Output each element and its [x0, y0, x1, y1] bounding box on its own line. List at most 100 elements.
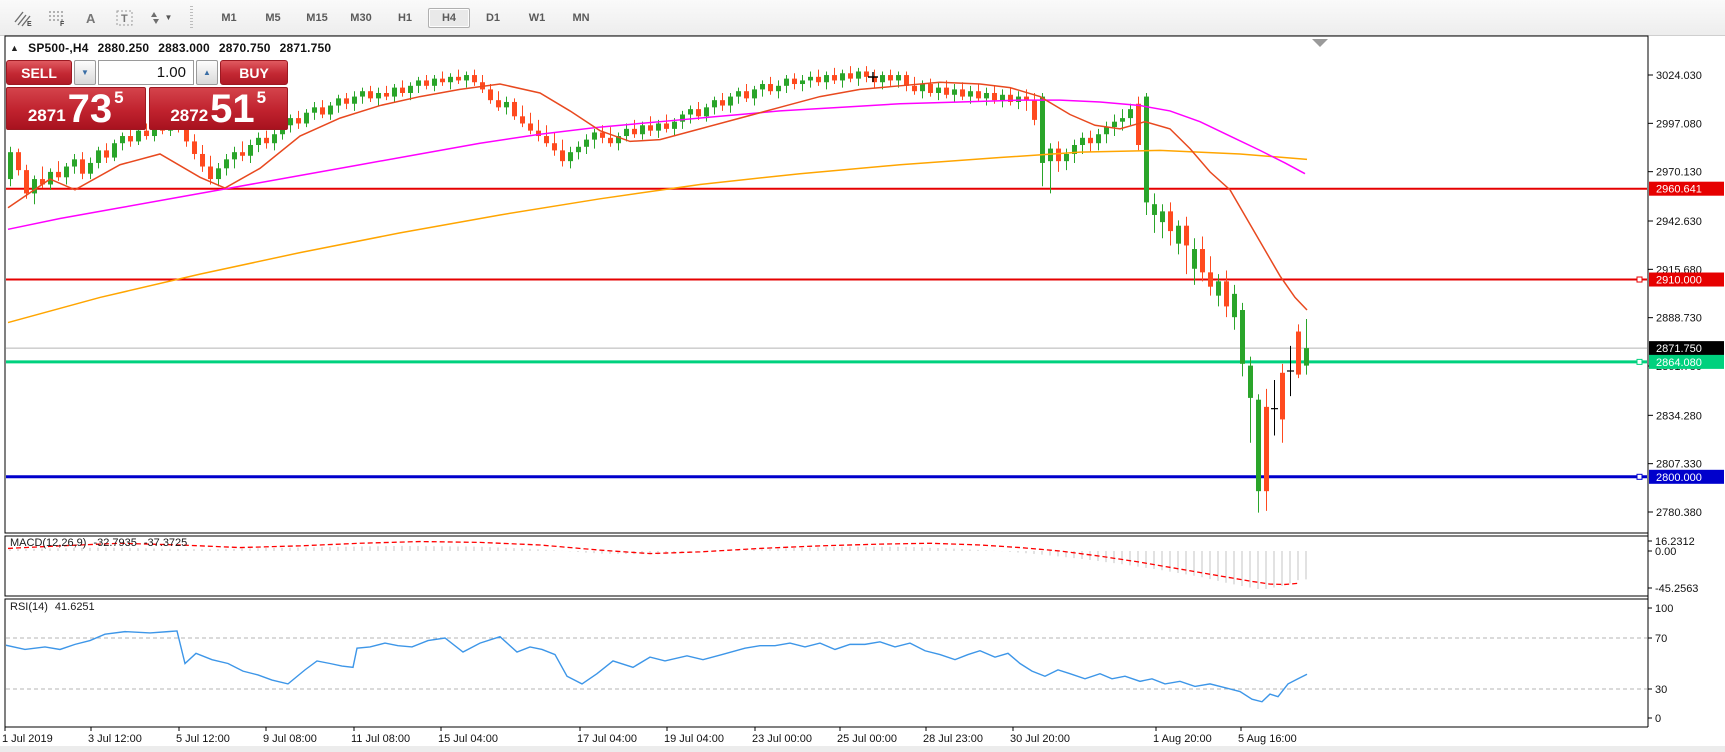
sell-button[interactable]: SELL [6, 60, 72, 85]
time-tick-label: 25 Jul 00:00 [837, 733, 897, 745]
toolbar: E F A T ▼ M1 M5 M15 [0, 0, 1725, 36]
time-tick-label: 9 Jul 08:00 [263, 733, 317, 745]
text-box-icon[interactable]: T [110, 4, 140, 32]
price-label-box [1649, 181, 1724, 196]
ohlc-open: 2880.250 [97, 41, 150, 55]
rsi-panel[interactable] [4, 598, 1649, 728]
macd-tick-label: -45.2563 [1655, 583, 1698, 595]
time-tick-label: 1 Aug 20:00 [1153, 733, 1212, 745]
price-tick-label: 2834.280 [1656, 410, 1702, 422]
rsi-line [6, 630, 1308, 703]
rsi-tick-label: 0 [1655, 713, 1661, 725]
price-tick-label: 2780.380 [1656, 507, 1702, 519]
timeframe-button-group: M1 M5 M15 M30 H1 H4 D1 W1 MN [207, 7, 603, 28]
macd-panel[interactable] [4, 535, 1649, 597]
macd-layer [7, 540, 1307, 589]
volume-decrease-button[interactable]: ▼ [74, 60, 96, 85]
ma-fast-line [7, 81, 1308, 311]
collapse-triangle-icon[interactable]: ▲ [10, 43, 20, 53]
rsi-tick-label: 70 [1655, 633, 1667, 645]
candlestick-layer [6, 66, 1647, 513]
price-label-text: 2864.080 [1656, 357, 1702, 369]
chart-ohlc-header: ▲ SP500-,H4 2880.250 2883.000 2870.750 2… [10, 41, 331, 55]
price-label-text: 2800.000 [1656, 472, 1702, 484]
svg-text:E: E [27, 21, 32, 27]
timeframe-button-m5[interactable]: M5 [265, 11, 281, 24]
sell-price-quote[interactable]: 2871 73 5 [6, 87, 146, 130]
price-label-text: 2871.750 [1656, 343, 1702, 355]
time-tick-label: 3 Jul 12:00 [88, 733, 142, 745]
price-tick-label: 2970.130 [1656, 167, 1702, 179]
arrows-icon[interactable]: ▼ [144, 4, 174, 32]
timeframe-button-h4[interactable]: H4 [428, 7, 470, 28]
price-tick-label: 2807.330 [1656, 459, 1702, 471]
svg-text:F: F [60, 21, 65, 27]
macd-tick-label: 16.2312 [1655, 536, 1695, 548]
time-tick-label: 28 Jul 23:00 [923, 733, 983, 745]
price-axis-area[interactable] [1648, 36, 1725, 752]
timeframe-button-h1[interactable]: H1 [397, 11, 413, 24]
timeframe-button-m1[interactable]: M1 [221, 11, 237, 24]
svg-text:T: T [121, 13, 128, 25]
chart-shift-marker[interactable] [1312, 39, 1328, 47]
time-tick-label: 30 Jul 20:00 [1010, 733, 1070, 745]
svg-text:A: A [86, 11, 96, 26]
macd-label: MACD(12,26,9) -32.7935 -37.3725 [10, 537, 188, 549]
ma-slow-line [7, 149, 1308, 324]
text-label-icon[interactable]: A [76, 4, 106, 32]
price-label-box [1649, 341, 1724, 356]
sell-price-pips: 73 [67, 87, 113, 131]
time-tick-label: 15 Jul 04:00 [438, 733, 498, 745]
price-tick-label: 2888.730 [1656, 313, 1702, 325]
timeframe-button-m15[interactable]: M15 [306, 11, 328, 24]
ma-mid-line [7, 99, 1306, 231]
price-tick-label: 3024.030 [1656, 70, 1702, 82]
price-label-box [1649, 354, 1724, 369]
chart-symbol: SP500-,H4 [28, 41, 89, 55]
hline-handle[interactable] [1636, 473, 1643, 480]
rsi-tick-label: 100 [1655, 603, 1673, 615]
macd-signal-line [7, 540, 1301, 586]
time-tick-label: 5 Jul 12:00 [176, 733, 230, 745]
macd-tick-label: 0.00 [1655, 546, 1676, 558]
fibonacci-retracement-icon[interactable]: F [42, 4, 72, 32]
time-tick-label: 19 Jul 04:00 [664, 733, 724, 745]
buy-price-quote[interactable]: 2872 51 5 [148, 87, 288, 131]
toolbar-grip[interactable] [190, 5, 197, 30]
ohlc-high: 2883.000 [158, 41, 210, 55]
buy-price-point: 5 [256, 88, 267, 107]
timeframe-button-d1[interactable]: D1 [485, 11, 501, 24]
price-label-text: 2960.641 [1656, 184, 1702, 196]
price-label-box [1649, 272, 1724, 287]
equidistant-channel-icon[interactable]: E [8, 4, 38, 32]
sell-price-point: 5 [114, 88, 124, 107]
timeframe-button-mn[interactable]: MN [572, 11, 590, 24]
buy-price-pips: 51 [210, 87, 255, 131]
buy-button[interactable]: BUY [220, 60, 288, 85]
price-tick-label: 2942.630 [1656, 216, 1702, 228]
hline-handle[interactable] [1636, 276, 1643, 283]
timeframe-button-m30[interactable]: M30 [350, 11, 372, 24]
rsi-tick-label: 30 [1655, 684, 1667, 696]
volume-input[interactable]: 1.00 [98, 60, 194, 85]
price-tick-label: 2997.080 [1656, 118, 1702, 130]
hline-handle[interactable] [1636, 358, 1643, 365]
one-click-trading-panel: SELL ▼ 1.00 ▲ BUY 2871 73 5 2872 51 5 [6, 60, 288, 130]
time-tick-label: 23 Jul 00:00 [752, 733, 812, 745]
chevron-down-icon: ▼ [164, 13, 173, 22]
plus-marker [868, 72, 878, 82]
rsi-label: RSI(14) 41.6251 [10, 601, 95, 613]
time-tick-label: 11 Jul 08:00 [351, 733, 410, 745]
timeframe-button-w1[interactable]: W1 [528, 11, 546, 24]
rsi-layer [6, 630, 1647, 703]
price-label-box [1649, 469, 1724, 484]
time-tick-label: 5 Aug 16:00 [1238, 733, 1297, 745]
ohlc-low: 2870.750 [218, 41, 271, 55]
time-tick-label: 1 Jul 2019 [2, 733, 53, 745]
ohlc-close: 2871.750 [279, 41, 332, 55]
time-tick-label: 17 Jul 04:00 [577, 733, 637, 745]
volume-increase-button[interactable]: ▲ [196, 60, 218, 85]
price-label-text: 2910.000 [1656, 275, 1702, 287]
